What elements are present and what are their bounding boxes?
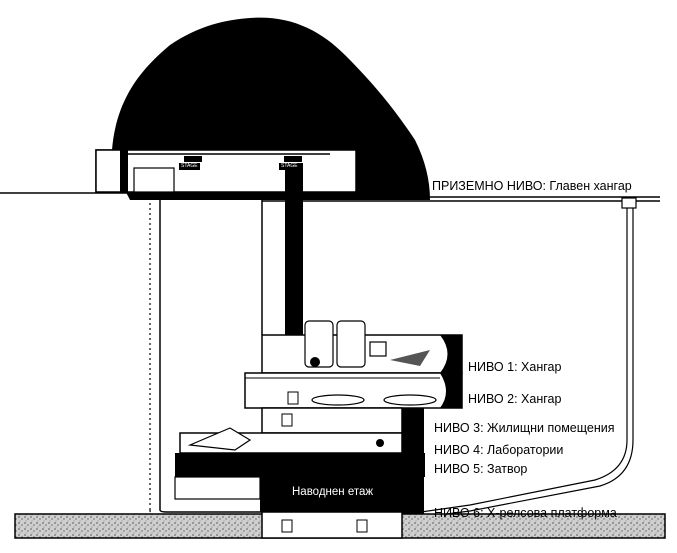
ground-level-label: ПРИЗЕМНО НИВО: Главен хангар	[432, 179, 632, 193]
left-shaft	[149, 193, 262, 519]
surface-building	[95, 149, 357, 193]
level-2-label: НИВО 2: Хангар	[468, 392, 562, 406]
stage-sign-left: STAGE	[179, 163, 200, 170]
level-6	[261, 511, 403, 539]
stage-sign-right: STAGE	[279, 163, 300, 170]
flooded-floor-label: Наводнен етаж	[292, 486, 374, 498]
central-shaft	[261, 163, 303, 335]
level-1	[261, 320, 463, 374]
level-2	[244, 372, 463, 409]
level-5	[175, 453, 425, 477]
level-3-label: НИВО 3: Жилищни помещения	[434, 421, 615, 435]
flooded-floor	[174, 476, 402, 512]
level-6-label: НИВО 6: Х-релсова платформа	[434, 506, 617, 520]
level-1-label: НИВО 1: Хангар	[468, 360, 562, 374]
level-3	[261, 407, 424, 533]
level-4-label: НИВО 4: Лаборатории	[434, 443, 564, 457]
level-5-label: НИВО 5: Затвор	[434, 462, 528, 476]
right-pipe	[399, 197, 637, 521]
